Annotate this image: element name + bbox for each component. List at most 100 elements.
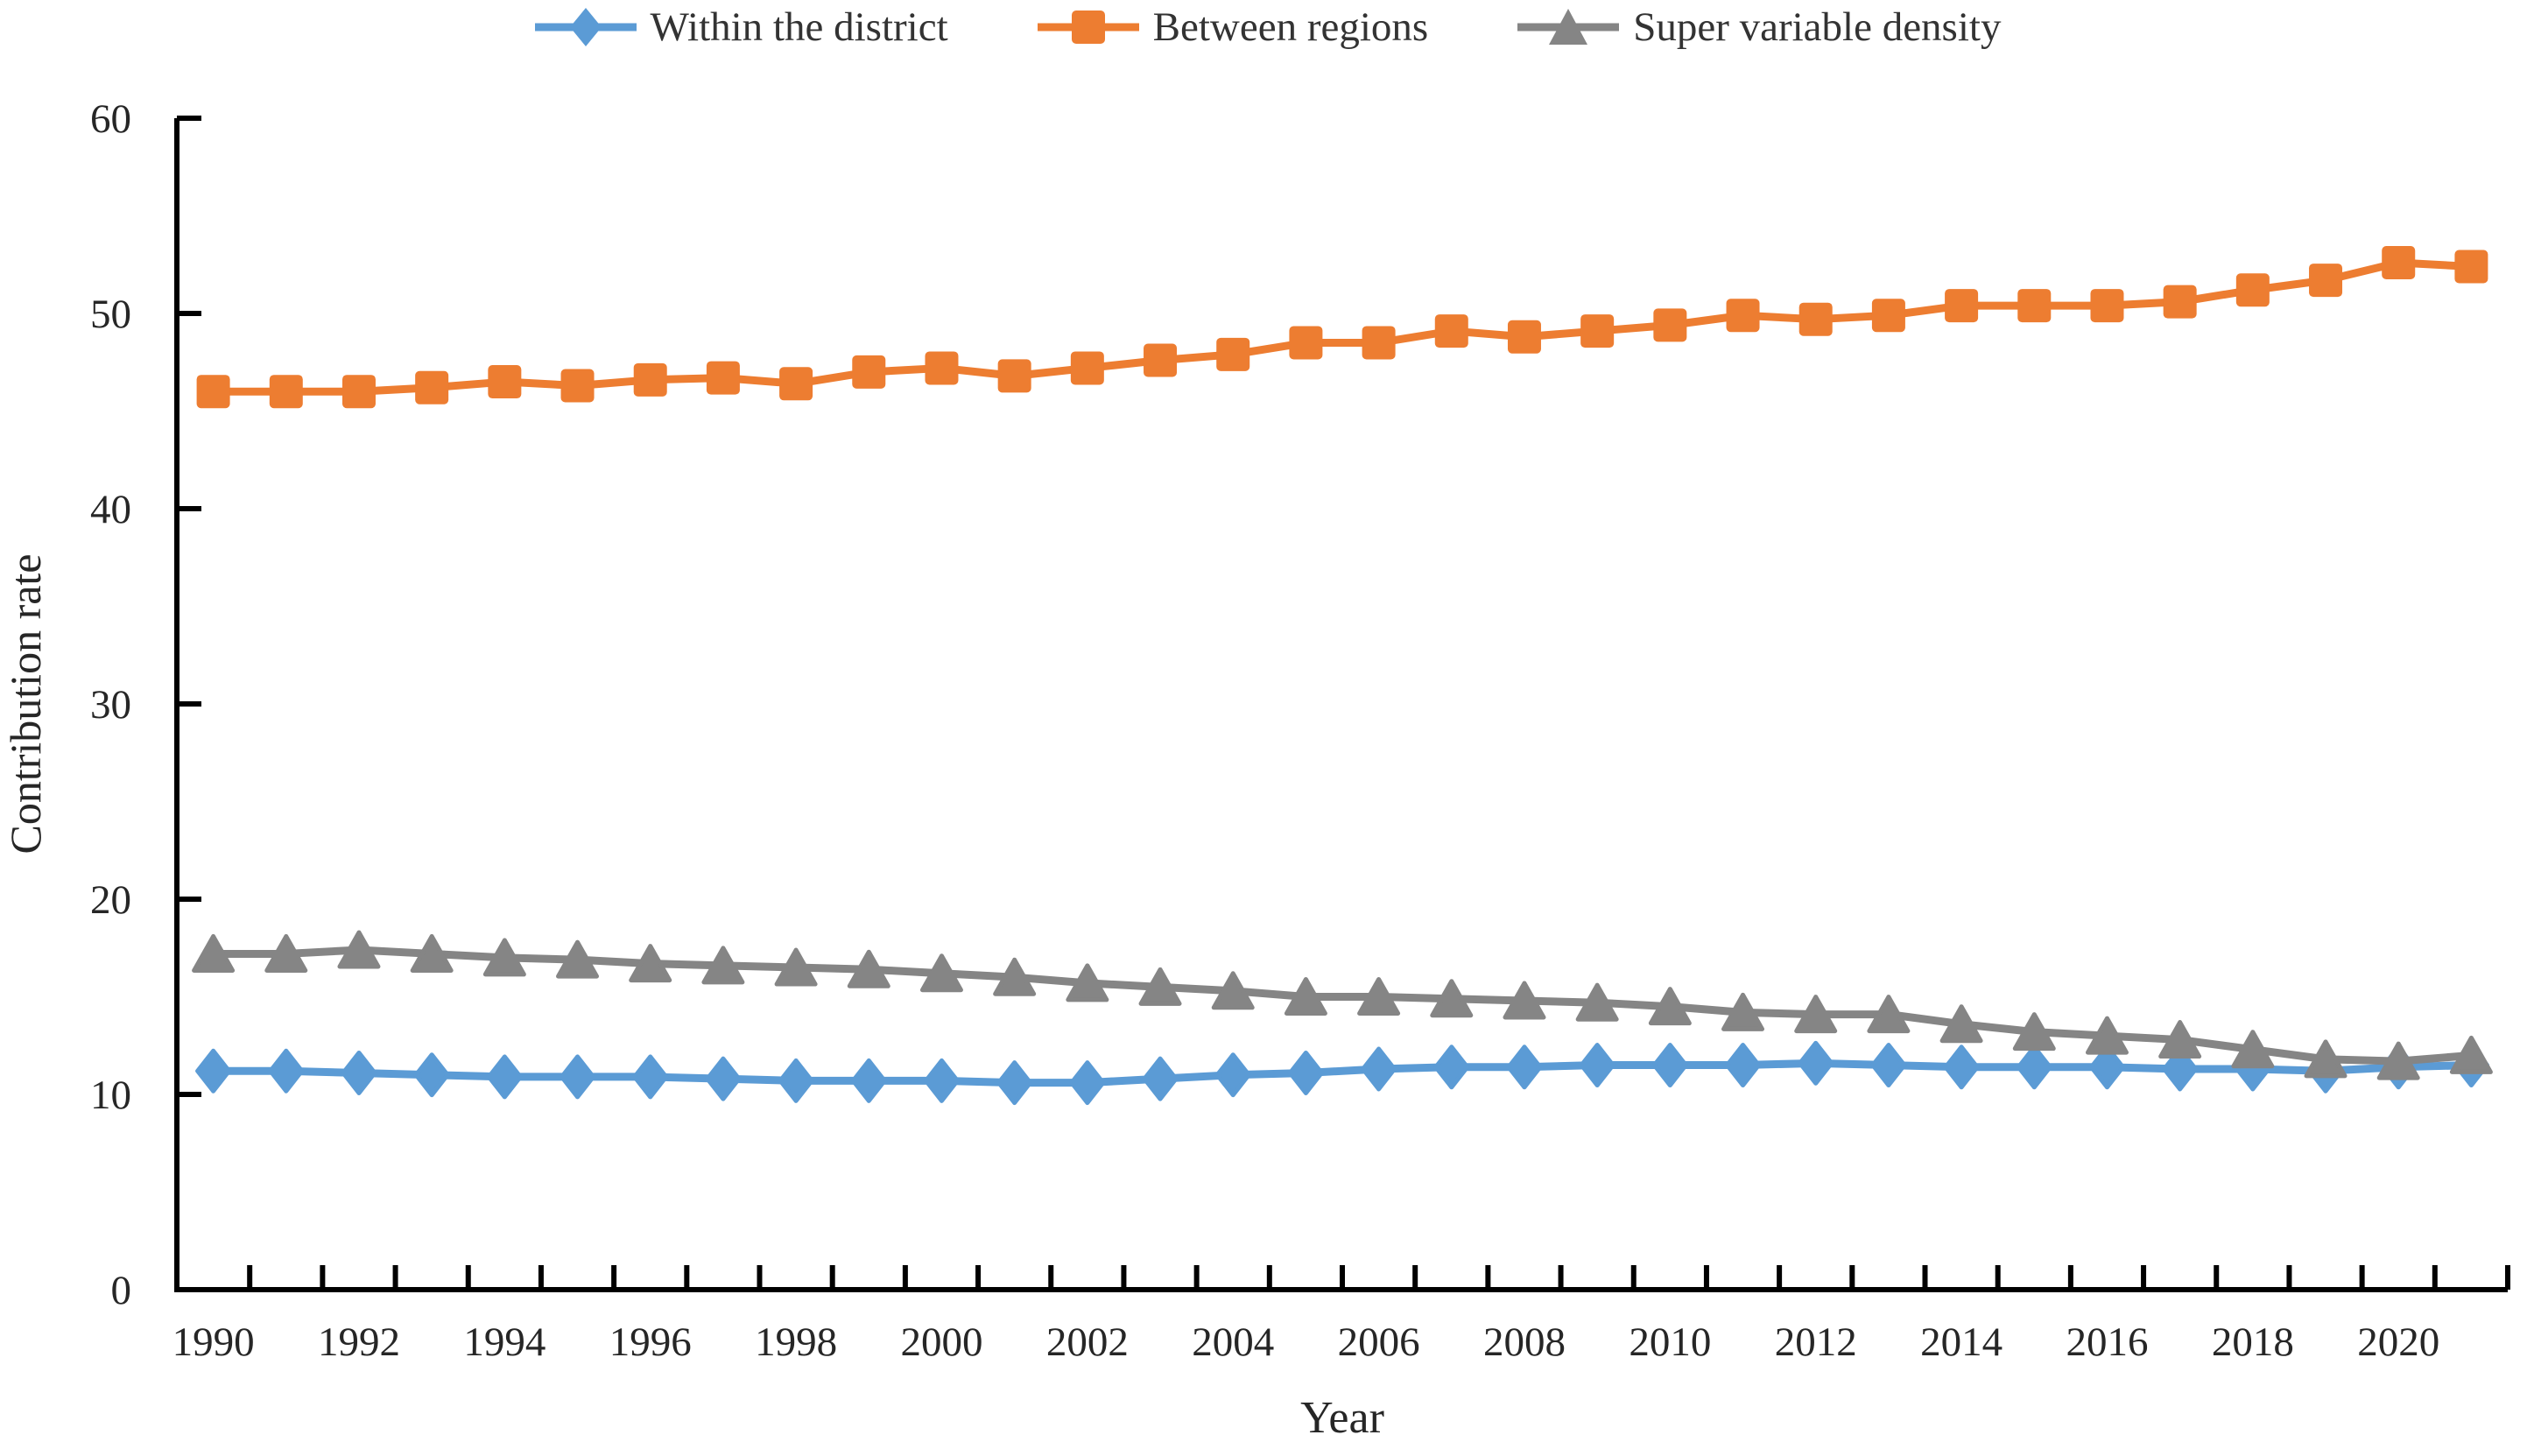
- data-point-marker: [701, 946, 745, 985]
- data-point-marker: [1287, 1050, 1324, 1095]
- data-point-marker: [1945, 289, 1979, 323]
- data-point-marker: [1503, 981, 1546, 1020]
- data-point-marker: [195, 1048, 232, 1094]
- data-point-marker: [706, 361, 740, 395]
- data-point-marker: [919, 953, 963, 993]
- data-point-marker: [1943, 1045, 1980, 1090]
- data-point-marker: [852, 355, 886, 389]
- data-point-marker: [2088, 1045, 2125, 1090]
- data-point-marker: [486, 1054, 523, 1100]
- data-point-marker: [1211, 971, 1255, 1010]
- series-line-within-the-district: [209, 1059, 2475, 1087]
- data-point-marker: [413, 1052, 450, 1098]
- x-tick-label: 2010: [1629, 1319, 1711, 1365]
- x-tick-label: 2020: [2357, 1319, 2439, 1365]
- data-point-marker: [1506, 1045, 1543, 1090]
- data-point-marker: [1726, 299, 1760, 333]
- data-point-marker: [1066, 963, 1109, 1002]
- data-point-marker: [2158, 1020, 2202, 1059]
- data-point-marker: [705, 1056, 742, 1101]
- data-point-marker: [2382, 246, 2416, 280]
- data-point-marker: [1434, 314, 1468, 348]
- data-point-marker: [341, 375, 376, 409]
- legend: Within the district Between regions Supe…: [0, 0, 2534, 54]
- data-point-marker: [1651, 1043, 1688, 1088]
- data-point-marker: [1798, 1040, 1834, 1086]
- y-axis-title: Contribution rate: [1, 554, 50, 855]
- data-point-marker: [2235, 273, 2270, 307]
- data-point-marker: [341, 1050, 377, 1095]
- data-point-marker: [2449, 1035, 2493, 1074]
- legend-label-within-the-district: Within the district: [650, 4, 948, 50]
- data-point-marker: [2231, 1030, 2275, 1069]
- data-point-marker: [1284, 977, 1327, 1016]
- legend-item-between-regions: Between regions: [1036, 1, 1429, 53]
- data-point-marker: [2090, 289, 2124, 323]
- data-point-marker: [337, 930, 381, 969]
- x-axis-title: Year: [1300, 1393, 1384, 1443]
- legend-label-between-regions: Between regions: [1152, 4, 1429, 50]
- y-tick-label: 30: [90, 682, 131, 728]
- data-point-marker: [2163, 285, 2197, 319]
- x-tick-label: 1992: [318, 1319, 400, 1365]
- y-tick-label: 10: [90, 1073, 131, 1118]
- data-point-marker: [2454, 250, 2488, 284]
- y-tick-label: 60: [90, 96, 131, 142]
- x-tick-label: 2012: [1775, 1319, 1857, 1365]
- data-point-marker: [482, 938, 526, 977]
- data-point-marker: [923, 1058, 960, 1103]
- data-point-marker: [996, 1060, 1033, 1106]
- x-tick-label: 2008: [1483, 1319, 1566, 1365]
- y-tick-label: 40: [90, 487, 131, 532]
- data-point-marker: [632, 1054, 669, 1100]
- data-point-marker: [1648, 987, 1692, 1026]
- data-point-marker: [1939, 1004, 1983, 1044]
- data-point-marker: [1362, 326, 1396, 360]
- data-point-marker: [1433, 1045, 1470, 1090]
- data-point-marker: [1144, 343, 1178, 377]
- y-tick-label: 50: [90, 292, 131, 337]
- data-point-marker: [1653, 308, 1687, 342]
- data-point-marker: [1575, 982, 1619, 1022]
- data-point-marker: [2012, 1012, 2056, 1052]
- data-point-marker: [268, 1048, 305, 1094]
- data-point-marker: [488, 365, 522, 399]
- data-point-marker: [269, 375, 303, 409]
- data-point-marker: [1214, 1052, 1251, 1098]
- data-point-marker: [1871, 299, 1905, 333]
- data-point-marker: [633, 362, 667, 397]
- data-point-marker: [997, 359, 1031, 393]
- gray-triangle-marker-icon: [1517, 9, 1620, 45]
- data-point-marker: [774, 947, 818, 987]
- data-point-marker: [2309, 264, 2343, 298]
- x-tick-label: 1998: [755, 1319, 837, 1365]
- data-point-marker: [629, 944, 672, 983]
- data-point-marker: [192, 933, 236, 973]
- legend-item-within-the-district: Within the district: [533, 1, 948, 53]
- data-point-marker: [1361, 1046, 1397, 1092]
- data-point-marker: [2016, 1045, 2052, 1090]
- y-tick-label: 20: [90, 877, 131, 923]
- data-point-marker: [196, 375, 230, 409]
- data-point-marker: [1142, 1056, 1179, 1101]
- data-point-marker: [560, 369, 595, 403]
- data-point-marker: [1069, 1060, 1106, 1106]
- blue-diamond-marker-icon: [534, 8, 637, 46]
- data-point-marker: [1507, 320, 1541, 354]
- orange-square-marker-icon: [1037, 11, 1139, 44]
- x-tick-label: 2018: [2212, 1319, 2294, 1365]
- data-point-marker: [778, 1058, 814, 1103]
- data-point-marker: [779, 367, 813, 401]
- data-point-marker: [1070, 351, 1104, 385]
- legend-label-super-variable-density: Super variable density: [1633, 4, 2002, 50]
- series-super-variable-density: [192, 930, 2493, 1080]
- data-point-marker: [1870, 1043, 1907, 1088]
- x-tick-label: 1990: [172, 1319, 255, 1365]
- x-tick-label: 2016: [2066, 1319, 2148, 1365]
- data-point-marker: [2304, 1039, 2347, 1079]
- data-point-marker: [1580, 314, 1615, 348]
- data-point-marker: [1430, 979, 1474, 1018]
- data-point-marker: [415, 370, 449, 404]
- data-point-marker: [1289, 326, 1323, 360]
